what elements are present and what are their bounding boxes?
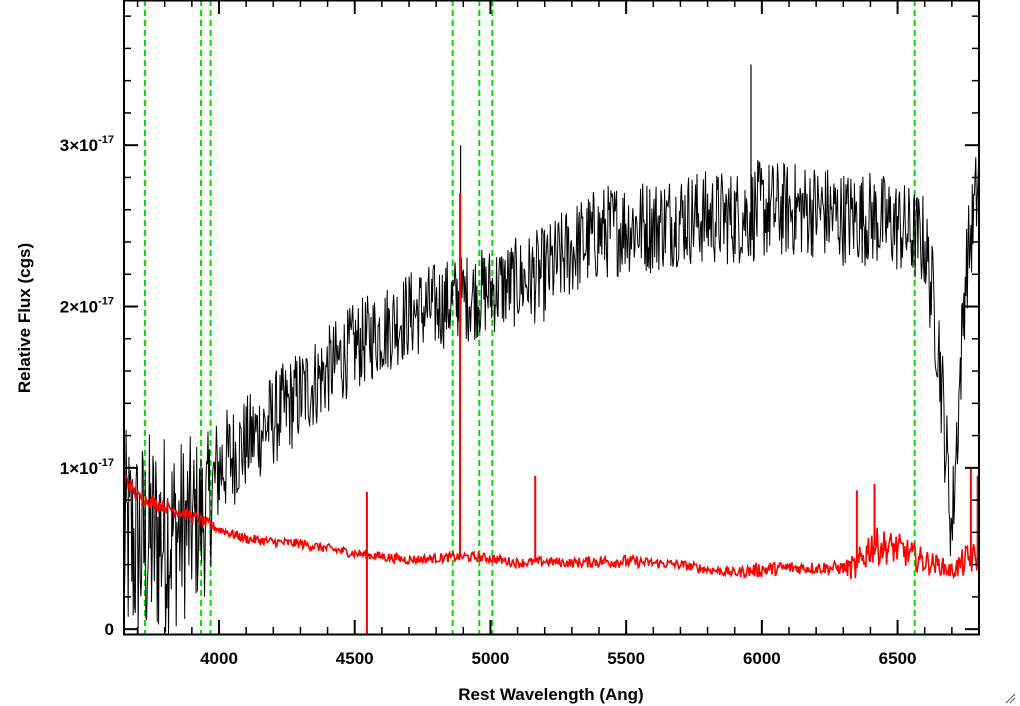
y-axis-title: Relative Flux (cgs) <box>15 243 34 393</box>
series-layer <box>123 64 980 635</box>
x-axis-title: Rest Wavelength (Ang) <box>458 685 643 704</box>
plot-frame <box>123 0 980 636</box>
x-tick-label: 6500 <box>879 649 917 668</box>
y-tick-label: 2×10-17 <box>60 296 114 317</box>
y-tick-label: 0 <box>105 620 114 639</box>
x-tick-label: 5500 <box>607 649 645 668</box>
y-tick-label: 1×10-17 <box>60 457 114 478</box>
resize-grip-icon[interactable] <box>1004 692 1016 704</box>
x-tick-label: 6000 <box>743 649 781 668</box>
axes: 4000 4500 5000 5500 6000 6500 0 1×10-17 2×10-17 3… <box>60 0 980 668</box>
series-spectrum <box>123 157 980 635</box>
x-tick-label: 4000 <box>200 649 238 668</box>
y-tick-label: 3×10-17 <box>60 134 114 155</box>
reference-lines <box>143 0 916 634</box>
x-tick-label: 4500 <box>336 649 374 668</box>
series-model <box>123 472 980 580</box>
x-tick-label: 5000 <box>472 649 510 668</box>
